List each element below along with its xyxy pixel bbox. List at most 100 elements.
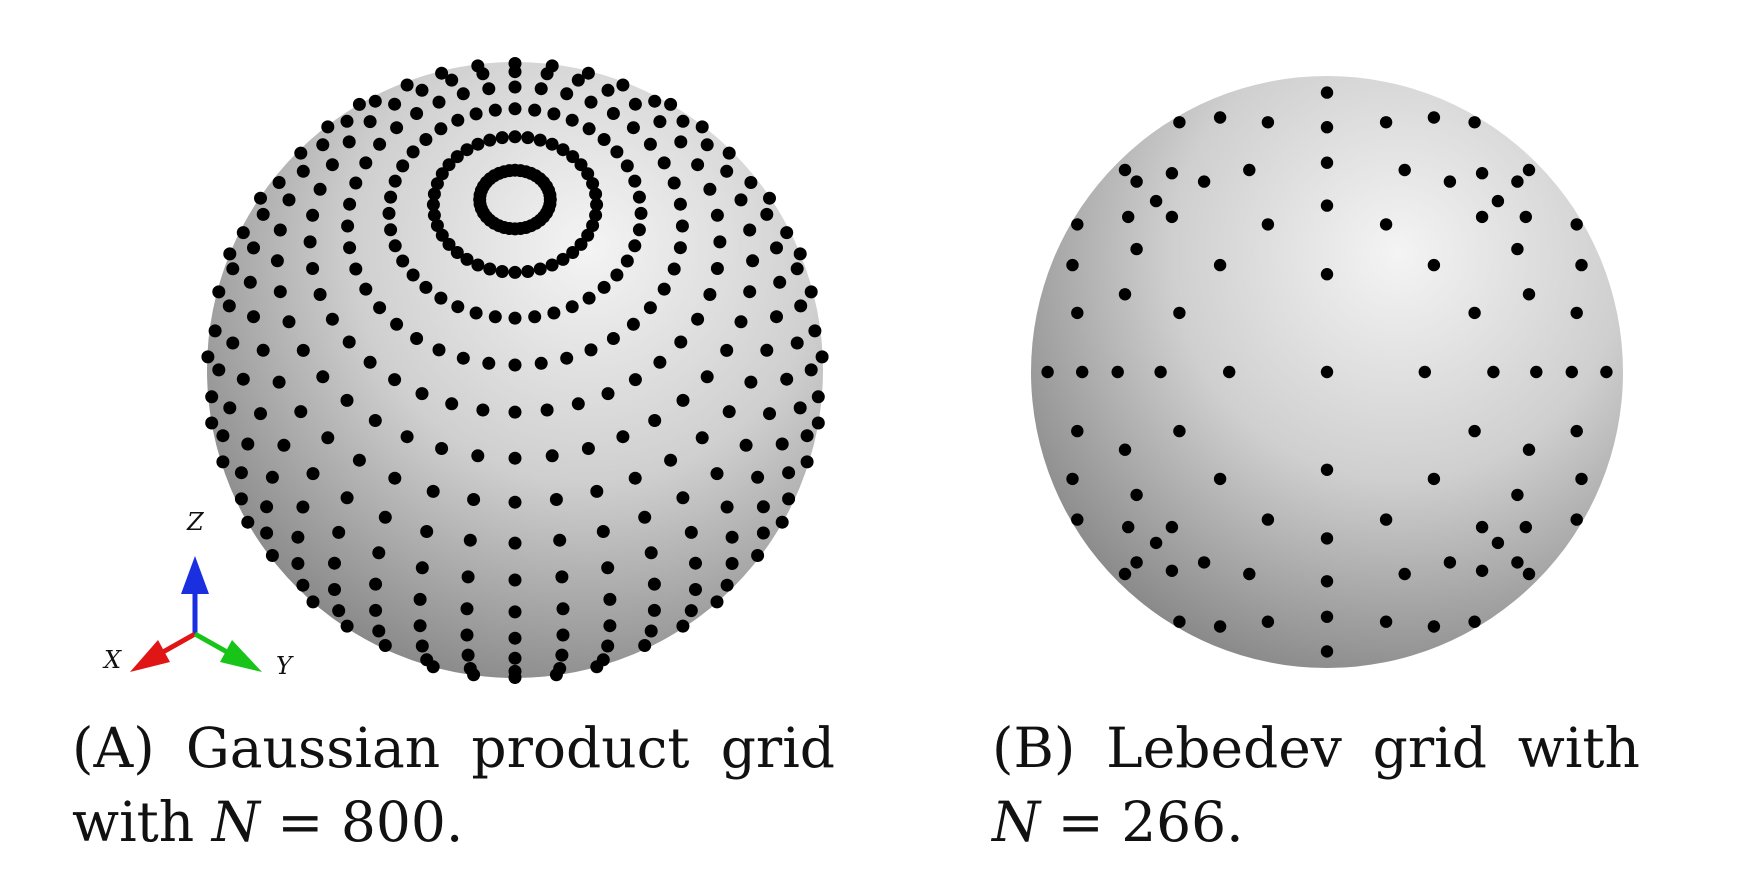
grid-point xyxy=(352,97,366,111)
grid-point xyxy=(648,414,662,427)
grid-point xyxy=(1320,268,1334,281)
grid-point xyxy=(1320,121,1334,134)
grid-point xyxy=(616,430,630,444)
grid-point xyxy=(589,187,603,201)
caption-b-number: 266. xyxy=(1121,790,1244,854)
grid-point xyxy=(1261,615,1275,628)
grid-point xyxy=(1071,513,1084,526)
grid-point xyxy=(1468,424,1481,438)
grid-point xyxy=(811,390,825,404)
grid-point xyxy=(435,442,449,455)
grid-point xyxy=(695,431,709,445)
grid-point xyxy=(508,358,522,372)
grid-point xyxy=(782,492,796,506)
grid-point xyxy=(1041,365,1054,379)
grid-point xyxy=(1197,556,1211,569)
grid-point xyxy=(770,241,783,255)
grid-point xyxy=(1475,167,1489,180)
grid-point xyxy=(684,604,698,618)
grid-point xyxy=(1118,567,1132,581)
grid-point xyxy=(1468,306,1481,320)
grid-point xyxy=(1213,620,1227,633)
grid-point xyxy=(1443,556,1457,569)
grid-point xyxy=(445,397,459,411)
grid-point xyxy=(574,158,588,172)
grid-point xyxy=(1320,199,1334,212)
grid-point xyxy=(201,350,215,364)
grid-point xyxy=(648,94,662,108)
grid-point xyxy=(676,114,690,128)
grid-point xyxy=(1165,520,1179,534)
grid-point xyxy=(556,252,570,266)
caption-a-number: 800. xyxy=(340,790,464,854)
grid-point xyxy=(638,639,652,652)
grid-point xyxy=(597,280,611,294)
sphere-b-grid-points xyxy=(1041,86,1613,658)
grid-point xyxy=(469,306,483,320)
grid-point xyxy=(432,95,446,109)
grid-point xyxy=(739,438,753,452)
grid-point xyxy=(390,317,404,331)
grid-point xyxy=(1320,532,1334,545)
grid-point xyxy=(321,431,335,445)
grid-point xyxy=(734,315,748,329)
sphere-a xyxy=(201,57,829,684)
grid-point xyxy=(571,397,585,411)
grid-point xyxy=(1427,620,1441,633)
grid-point xyxy=(601,561,615,575)
grid-point xyxy=(691,158,705,172)
grid-point xyxy=(508,536,522,550)
grid-point xyxy=(363,355,377,369)
grid-point xyxy=(1511,488,1524,502)
grid-point xyxy=(528,103,542,117)
grid-point xyxy=(1320,86,1334,99)
grid-point xyxy=(586,219,600,232)
caption-a-line2: with N = 800. xyxy=(72,785,835,859)
caption-b: (B) Lebedev grid with N = 266. xyxy=(992,711,1640,859)
grid-point xyxy=(282,193,296,207)
grid-point xyxy=(396,159,410,173)
grid-point xyxy=(460,602,474,616)
grid-point xyxy=(341,219,355,233)
grid-point xyxy=(328,583,341,596)
grid-point xyxy=(1475,564,1489,577)
grid-point xyxy=(373,137,387,151)
grid-point xyxy=(427,187,441,201)
grid-point xyxy=(306,208,320,222)
grid-point xyxy=(1570,513,1583,526)
grid-point xyxy=(653,115,667,129)
grid-point xyxy=(760,207,774,221)
grid-point xyxy=(674,135,688,149)
grid-point xyxy=(664,453,678,467)
caption-a-line1: (A) Gaussian product grid xyxy=(72,711,835,785)
grid-point xyxy=(460,252,474,266)
grid-point xyxy=(566,150,580,164)
grid-point xyxy=(241,437,255,451)
grid-point xyxy=(390,121,404,135)
grid-point xyxy=(793,247,807,261)
grid-point xyxy=(1320,610,1334,623)
grid-point xyxy=(1522,288,1536,301)
grid-point xyxy=(657,156,671,170)
grid-point xyxy=(296,343,310,357)
grid-point xyxy=(744,375,758,389)
grid-point xyxy=(343,197,357,211)
grid-point xyxy=(1122,210,1135,224)
grid-point xyxy=(720,578,734,592)
grid-point xyxy=(565,113,579,127)
grid-point xyxy=(533,133,547,147)
grid-point xyxy=(657,282,671,296)
grid-point xyxy=(1111,365,1124,379)
grid-point xyxy=(1570,218,1583,231)
caption-b-word: grid xyxy=(1372,716,1487,780)
caption-a-with: with xyxy=(72,790,195,854)
grid-point xyxy=(273,285,287,299)
grid-point xyxy=(782,466,796,480)
grid-point xyxy=(340,491,354,505)
grid-point xyxy=(710,262,724,275)
grid-point xyxy=(1173,116,1186,129)
grid-point xyxy=(720,164,734,178)
grid-point xyxy=(508,451,522,465)
grid-point xyxy=(560,351,574,365)
